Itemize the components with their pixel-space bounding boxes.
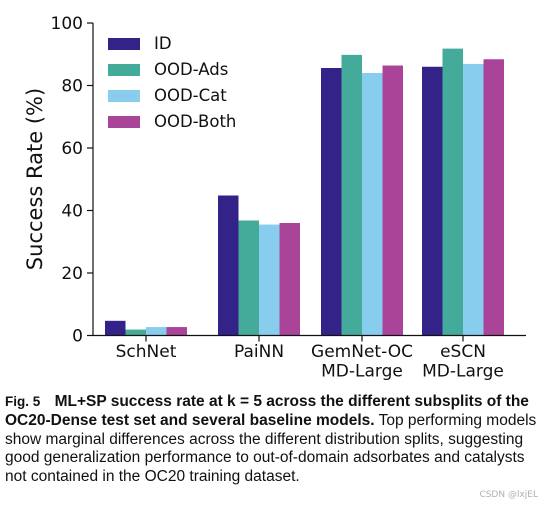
bar-ood-both-2 <box>382 65 403 336</box>
bar-ood-cat-2 <box>362 73 383 336</box>
x-tick-label: GemNet-OC MD-Large <box>311 342 413 382</box>
caption-title: ML+SP success rate at k = 5 across the d… <box>5 393 529 429</box>
x-tick-label: SchNet <box>116 342 177 362</box>
legend-swatch-id <box>108 38 140 50</box>
bar-ood-both-1 <box>279 223 300 336</box>
bar-ood-ads-0 <box>125 329 146 336</box>
figure-label: Fig. 5 <box>5 394 41 409</box>
y-tick-label: 60 <box>61 139 83 159</box>
legend-swatch-ood-ads <box>108 64 140 76</box>
bar-chart: 0 20 40 60 80 100 SchNet PaiNN GemNet-OC MD-Larg… <box>23 14 526 382</box>
legend: ID OOD-Ads OOD-Cat OOD-Both <box>108 34 236 131</box>
legend-label-ood-cat: OOD-Cat <box>154 86 227 105</box>
bar-id-1 <box>218 195 239 336</box>
bar-ood-cat-1 <box>259 224 280 336</box>
legend-swatch-ood-both <box>108 116 140 128</box>
x-tick-label: eSCN MD-Large <box>422 342 504 382</box>
figure-caption: Fig. 5 ML+SP success rate at k = 5 acros… <box>5 393 537 487</box>
y-ticks-group: 0 20 40 60 80 100 <box>51 14 93 347</box>
caption-body: Top performing models show marginal diff… <box>5 411 537 486</box>
bar-ood-both-3 <box>483 59 504 336</box>
x-tick-label: PaiNN <box>234 342 284 362</box>
bar-id-0 <box>105 320 126 336</box>
bar-ood-ads-2 <box>341 54 362 336</box>
legend-label-id: ID <box>154 34 172 53</box>
bar-ood-both-0 <box>166 327 187 336</box>
y-tick-label: 80 <box>61 77 83 97</box>
legend-label-ood-both: OOD-Both <box>154 112 236 131</box>
bar-ood-ads-1 <box>238 220 259 336</box>
y-tick-label: 20 <box>61 264 83 284</box>
y-tick-label: 0 <box>72 327 83 347</box>
y-tick-label: 100 <box>51 14 83 34</box>
bar-ood-cat-3 <box>463 63 484 336</box>
legend-label-ood-ads: OOD-Ads <box>154 60 228 79</box>
bar-ood-ads-3 <box>442 48 463 336</box>
y-tick-label: 40 <box>61 202 83 222</box>
bars-group <box>105 48 504 336</box>
bar-ood-cat-0 <box>146 327 167 336</box>
bar-id-2 <box>321 68 342 336</box>
bar-id-3 <box>422 66 443 336</box>
watermark: CSDN @lxjEL <box>479 490 538 500</box>
y-axis-label: Success Rate (%) <box>23 88 47 270</box>
legend-swatch-ood-cat <box>108 90 140 102</box>
